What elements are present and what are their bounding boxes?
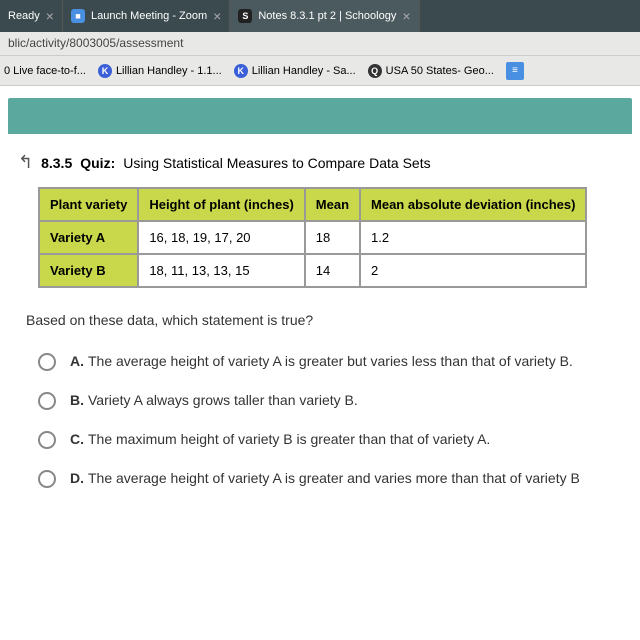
quiz-number: 8.3.5 xyxy=(41,155,72,171)
zoom-icon: ■ xyxy=(71,9,85,23)
col-variety: Plant variety xyxy=(39,188,138,221)
quiz-title: Using Statistical Measures to Compare Da… xyxy=(123,155,430,171)
schoology-icon: S xyxy=(238,9,252,23)
option-b[interactable]: B.Variety A always grows taller than var… xyxy=(38,391,602,410)
data-table: Plant variety Height of plant (inches) M… xyxy=(38,187,587,288)
back-icon[interactable]: ↰ xyxy=(18,152,33,173)
q-icon: Q xyxy=(368,64,382,78)
k-icon: K xyxy=(98,64,112,78)
close-icon[interactable]: × xyxy=(402,8,410,24)
cell-variety-a: Variety A xyxy=(39,221,138,254)
bookmark-bar: 0 Live face-to-f... K Lillian Handley - … xyxy=(0,56,640,86)
option-a[interactable]: A.The average height of variety A is gre… xyxy=(38,352,602,371)
cell-mad-b: 2 xyxy=(360,254,586,287)
radio-icon[interactable] xyxy=(38,431,56,449)
tab-schoology[interactable]: S Notes 8.3.1 pt 2 | Schoology × xyxy=(230,0,419,32)
tab-label: Launch Meeting - Zoom xyxy=(91,10,207,22)
cell-mean-a: 18 xyxy=(305,221,360,254)
bookmark-lillian1[interactable]: K Lillian Handley - 1.1... xyxy=(98,64,222,78)
cell-heights-b: 18, 11, 13, 13, 15 xyxy=(138,254,304,287)
option-letter: A. xyxy=(70,353,84,369)
bookmark-label: Lillian Handley - Sa... xyxy=(252,65,356,77)
option-d[interactable]: D.The average height of variety A is gre… xyxy=(38,469,602,488)
table-header-row: Plant variety Height of plant (inches) M… xyxy=(39,188,586,221)
url-text: blic/activity/8003005/assessment xyxy=(8,36,183,50)
bookmark-usa[interactable]: Q USA 50 States- Geo... xyxy=(368,64,494,78)
option-c[interactable]: C.The maximum height of variety B is gre… xyxy=(38,430,602,449)
col-mad: Mean absolute deviation (inches) xyxy=(360,188,586,221)
option-letter: B. xyxy=(70,392,84,408)
bookmark-label: USA 50 States- Geo... xyxy=(386,65,494,77)
tab-label: Notes 8.3.1 pt 2 | Schoology xyxy=(258,10,396,22)
option-letter: D. xyxy=(70,470,84,486)
option-text: C.The maximum height of variety B is gre… xyxy=(70,430,490,449)
quiz-type: Quiz: xyxy=(80,155,115,171)
bookmark-label: 0 Live face-to-f... xyxy=(4,65,86,77)
quiz-header: ↰ 8.3.5 Quiz: Using Statistical Measures… xyxy=(8,146,632,179)
option-text: D.The average height of variety A is gre… xyxy=(70,469,580,488)
page-content: ↰ 8.3.5 Quiz: Using Statistical Measures… xyxy=(0,86,640,640)
cell-heights-a: 16, 18, 19, 17, 20 xyxy=(138,221,304,254)
option-text: A.The average height of variety A is gre… xyxy=(70,352,573,371)
close-icon[interactable]: × xyxy=(46,8,54,24)
close-icon[interactable]: × xyxy=(213,8,221,24)
browser-tab-bar: Ready × ■ Launch Meeting - Zoom × S Note… xyxy=(0,0,640,32)
option-letter: C. xyxy=(70,431,84,447)
tab-label: Ready xyxy=(8,10,40,22)
url-bar[interactable]: blic/activity/8003005/assessment xyxy=(0,32,640,56)
options-list: A.The average height of variety A is gre… xyxy=(8,352,632,488)
header-bar xyxy=(8,98,632,134)
tab-zoom[interactable]: ■ Launch Meeting - Zoom × xyxy=(63,0,230,32)
table-row: Variety B 18, 11, 13, 13, 15 14 2 xyxy=(39,254,586,287)
tab-ready[interactable]: Ready × xyxy=(0,0,63,32)
menu-icon[interactable]: ≡ xyxy=(506,62,524,80)
cell-variety-b: Variety B xyxy=(39,254,138,287)
bookmark-label: Lillian Handley - 1.1... xyxy=(116,65,222,77)
bookmark-lillian2[interactable]: K Lillian Handley - Sa... xyxy=(234,64,356,78)
bookmark-live[interactable]: 0 Live face-to-f... xyxy=(4,65,86,77)
cell-mad-a: 1.2 xyxy=(360,221,586,254)
radio-icon[interactable] xyxy=(38,392,56,410)
table-row: Variety A 16, 18, 19, 17, 20 18 1.2 xyxy=(39,221,586,254)
k-icon: K xyxy=(234,64,248,78)
option-text: B.Variety A always grows taller than var… xyxy=(70,391,358,410)
cell-mean-b: 14 xyxy=(305,254,360,287)
radio-icon[interactable] xyxy=(38,470,56,488)
question-text: Based on these data, which statement is … xyxy=(8,304,632,352)
col-mean: Mean xyxy=(305,188,360,221)
col-height: Height of plant (inches) xyxy=(138,188,304,221)
radio-icon[interactable] xyxy=(38,353,56,371)
